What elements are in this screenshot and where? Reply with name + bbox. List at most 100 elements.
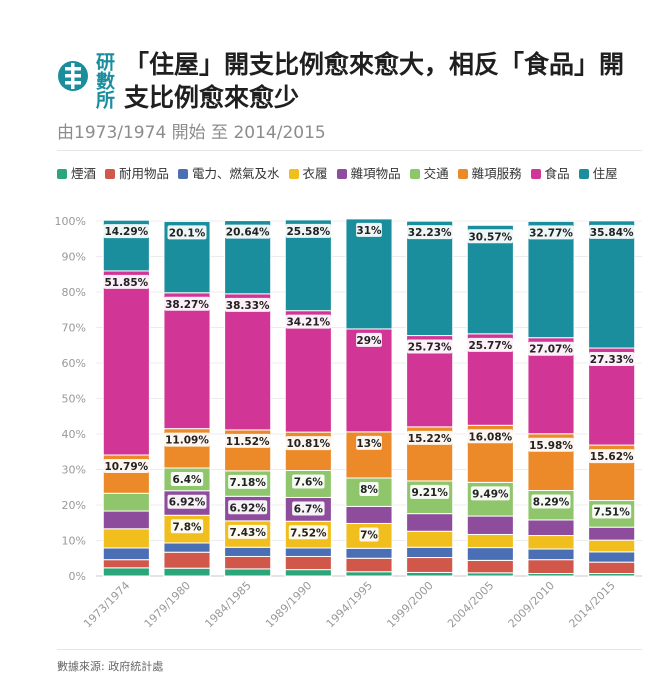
data-label-bg bbox=[528, 437, 574, 452]
bar-segment bbox=[345, 505, 393, 524]
x-tick-label: 1984/1985 bbox=[202, 579, 253, 630]
data-label: 15.62% bbox=[590, 451, 634, 463]
legend-swatch bbox=[105, 169, 116, 179]
bar-segment bbox=[527, 519, 575, 537]
bar-segment bbox=[527, 535, 575, 550]
x-tick-label: 1973/1974 bbox=[81, 579, 132, 630]
data-label-bg bbox=[292, 474, 325, 489]
y-tick-label: 40% bbox=[62, 428, 86, 441]
data-label-bg bbox=[467, 337, 514, 352]
data-label-bg bbox=[470, 486, 510, 501]
bar-segment bbox=[163, 292, 211, 430]
x-tick-label: 2014/2015 bbox=[566, 579, 617, 630]
y-tick-label: 30% bbox=[62, 464, 86, 477]
data-label: 8.29% bbox=[533, 497, 570, 509]
data-label-bg bbox=[288, 525, 328, 540]
data-label-bg bbox=[164, 432, 210, 447]
bar-segment bbox=[224, 568, 272, 577]
legend-label: 食品 bbox=[544, 166, 570, 181]
data-label: 34.21% bbox=[286, 317, 330, 329]
chart-subtitle: 由1973/1974 開始 至 2014/2015 bbox=[57, 123, 326, 143]
x-tick-label: 1994/1995 bbox=[324, 579, 375, 630]
y-tick-label: 50% bbox=[62, 393, 86, 406]
bar-segment bbox=[406, 571, 454, 577]
data-label-bg bbox=[285, 223, 332, 238]
data-label-bg bbox=[224, 224, 271, 239]
y-tick-label: 60% bbox=[62, 357, 86, 370]
bar-segment bbox=[102, 528, 150, 549]
data-label: 11.09% bbox=[165, 435, 209, 447]
data-label: 51.85% bbox=[104, 277, 148, 289]
data-source: 數據來源: 政府統計處 bbox=[57, 660, 164, 673]
data-label: 32.23% bbox=[408, 227, 452, 239]
y-tick-label: 70% bbox=[62, 322, 86, 335]
data-label-bg bbox=[170, 519, 204, 534]
data-label-bg bbox=[285, 314, 332, 329]
data-label-bg bbox=[356, 222, 382, 237]
data-label: 38.27% bbox=[165, 299, 209, 311]
data-label-bg bbox=[356, 435, 382, 450]
bar-segment bbox=[466, 533, 514, 549]
legend-item: 雜項物品 bbox=[336, 164, 401, 183]
bar-segment bbox=[406, 546, 454, 559]
data-label-bg bbox=[588, 449, 635, 464]
data-label: 27.33% bbox=[590, 354, 634, 366]
bar-segment bbox=[588, 220, 636, 349]
legend: 煙酒 耐用物品 電力、燃氣及水 衣履 雜項物品 交通 雜項服務 食品 住屋 bbox=[57, 163, 642, 183]
x-tick-label: 1999/2000 bbox=[384, 579, 435, 630]
legend-item: 煙酒 bbox=[57, 164, 96, 183]
chart-title: 「住屋」開支比例愈來愈大，相反「食品」開支比例愈來愈少 bbox=[124, 50, 625, 112]
legend-item: 耐用物品 bbox=[105, 164, 169, 183]
data-label: 13% bbox=[356, 438, 382, 450]
legend-label: 雜項物品 bbox=[350, 166, 401, 181]
data-label: 27.07% bbox=[529, 344, 573, 356]
data-label-bg bbox=[164, 296, 210, 311]
logo bbox=[58, 61, 88, 91]
data-label-bg bbox=[228, 500, 268, 515]
data-label-bg bbox=[410, 484, 450, 499]
stacked-bar-chart: 0% 10% 20% 30% 40% 50% 60% 70% 80% 90% 100% 1973/19… bbox=[55, 215, 642, 630]
data-label-bg bbox=[228, 474, 268, 489]
legend-label: 電力、燃氣及水 bbox=[192, 166, 280, 181]
data-label-bg bbox=[406, 225, 453, 240]
bar-segment bbox=[466, 515, 514, 535]
legend-swatch bbox=[336, 169, 347, 179]
bar-segment bbox=[588, 551, 636, 563]
data-label: 16.08% bbox=[468, 431, 512, 443]
data-label-bg bbox=[528, 341, 574, 356]
bar-segment bbox=[406, 513, 454, 532]
legend-label: 耐用物品 bbox=[119, 166, 170, 181]
bar-segment bbox=[102, 547, 150, 561]
x-tick-label: 2004/2005 bbox=[445, 579, 496, 630]
bar-segment bbox=[345, 547, 393, 559]
bar-segment bbox=[345, 557, 393, 573]
legend-label: 住屋 bbox=[592, 166, 618, 181]
legend-item: 交通 bbox=[409, 164, 449, 183]
legend-label: 交通 bbox=[423, 166, 449, 181]
y-tick-label: 100% bbox=[55, 215, 86, 228]
top-divider bbox=[57, 150, 642, 151]
data-label: 29% bbox=[356, 335, 382, 347]
data-label-bg bbox=[103, 458, 150, 473]
data-label: 15.98% bbox=[529, 440, 573, 452]
x-tick-label: 2009/2010 bbox=[506, 579, 557, 630]
data-label-bg bbox=[292, 501, 325, 516]
data-label-bg bbox=[167, 225, 207, 240]
bar-segment bbox=[345, 218, 393, 330]
data-label: 31% bbox=[356, 225, 382, 237]
bar-segment bbox=[588, 561, 636, 575]
logo-text: 研數所 bbox=[93, 52, 115, 109]
data-label: 10.79% bbox=[104, 461, 148, 473]
bar-segment bbox=[406, 557, 454, 573]
y-tick-label: 90% bbox=[62, 251, 86, 264]
data-label: 6.92% bbox=[229, 502, 266, 514]
data-label-bg bbox=[528, 225, 574, 240]
data-label-bg bbox=[359, 527, 379, 542]
bar-segment bbox=[466, 559, 514, 574]
x-tick-label: 1979/1980 bbox=[142, 579, 193, 630]
bar-segment bbox=[588, 526, 636, 541]
data-label: 10.81% bbox=[286, 438, 330, 450]
y-tick-label: 10% bbox=[62, 535, 86, 548]
data-label: 7.52% bbox=[290, 527, 327, 539]
data-label-bg bbox=[467, 229, 514, 244]
